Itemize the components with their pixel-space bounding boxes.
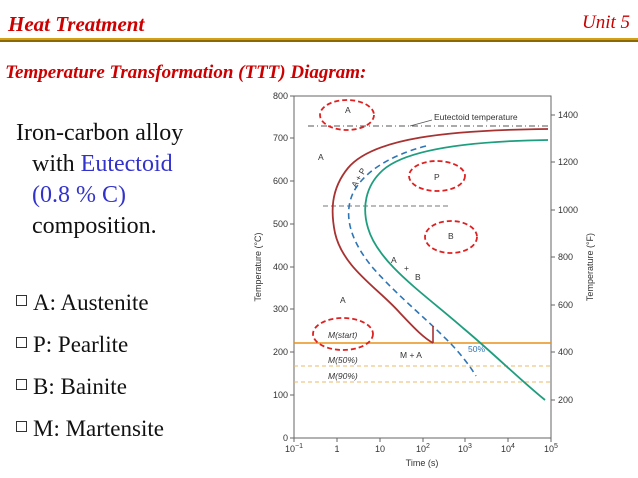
y-tick-label: 600 [558,300,573,310]
square-bullet-icon [16,379,27,390]
square-bullet-icon [16,337,27,348]
bullet-text: A: Austenite [33,290,149,315]
y-tick-label: 1400 [558,110,578,120]
bullet-text: M: Martensite [33,416,164,441]
x-tick-label: 10 [375,444,385,454]
label-a-plus-p: A + P [349,166,368,189]
region-labels: A A A P B A + P A + B M + A 50% M(start)… [318,105,485,381]
ttt-diagram: 0 100 200 300 400 500 600 700 800 Temper… [253,91,595,468]
y-tick-label: 1200 [558,157,578,167]
header-divider [0,38,638,42]
y-tick-label: 400 [273,262,288,272]
y-tick-label: 500 [273,219,288,229]
right-axis-ticks: 200 400 600 800 1000 1200 1400 [551,110,578,405]
label-bainite: B [448,231,454,241]
intro-line-2: with Eutectoid [16,149,226,180]
y-tick-label: 800 [273,91,288,101]
y-tick-label: 0 [283,433,288,443]
label-a-plus-b-a: A [391,255,397,265]
label-m-90: M(90%) [328,371,358,381]
annotation-markers [312,99,478,351]
y-tick-label: 700 [273,133,288,143]
label-m-start: M(start) [328,330,357,340]
bullet-text: P: Pearlite [33,332,129,357]
list-item: M: Martensite [16,408,164,450]
x-tick-label: 10−1 [285,443,303,454]
transformation-finish-curve [364,139,549,401]
marker-circle-austenite [319,99,375,131]
label-a-plus-b-plus: + [404,263,409,273]
header-title: Heat Treatment [8,12,145,36]
intro-line-4: composition. [32,213,157,239]
bullet-text: B: Bainite [33,374,127,399]
intro-line-2-prefix: with [32,151,81,177]
y-tick-label: 800 [558,252,573,262]
x-axis-title: Time (s) [406,458,439,468]
intro-line-1: Iron-carbon alloy [16,120,184,146]
y-tick-label: 600 [273,176,288,186]
list-item: B: Bainite [16,366,164,408]
x-axis-ticks: 10−1 1 10 102 103 104 105 [285,438,558,454]
x-tick-label: 105 [544,443,558,454]
label-m-50: M(50%) [328,355,358,365]
list-item: P: Pearlite [16,324,164,366]
marker-circle-bainite [424,220,478,254]
marker-circle-pearlite [408,160,466,192]
left-axis-ticks: 0 100 200 300 400 500 600 700 800 [273,91,294,443]
intro-text: Iron-carbon alloy with Eutectoid (0.8 % … [16,118,226,242]
label-a-plus-b-b: B [415,272,421,282]
x-tick-label: 1 [334,444,339,454]
square-bullet-icon [16,295,27,306]
label-austenite-top: A [345,105,351,115]
x-tick-label: 104 [501,443,515,454]
x-tick-label: 103 [458,443,472,454]
list-item: A: Austenite [16,282,164,324]
y-tick-label: 300 [273,304,288,314]
label-fifty-percent: 50% [468,344,485,354]
y-tick-label: 200 [558,395,573,405]
slide-subtitle: e Temperature Transformation (TTT) Diagr… [0,62,367,83]
fifty-percent-curve [347,145,477,377]
x-tick-label: 102 [416,443,430,454]
label-pearlite: P [434,172,440,182]
phase-legend-list: A: Austenite P: Pearlite B: Bainite M: M… [16,282,164,450]
y-tick-label: 200 [273,347,288,357]
y-tick-label: 1000 [558,205,578,215]
intro-line-3: (0.8 % C) [32,182,126,208]
label-austenite-left: A [318,152,324,162]
eutectoid-pointer-icon [409,119,433,127]
y-tick-label: 400 [558,347,573,357]
y-axis-right-title: Temperature (°F) [585,233,595,301]
unit-label: Unit 5 [581,12,630,33]
square-bullet-icon [16,421,27,432]
transformation-start-curve [331,128,549,344]
label-austenite-bottom: A [340,295,346,305]
eutectoid-label: Eutectoid temperature [434,112,518,122]
y-tick-label: 100 [273,390,288,400]
marker-circle-martensite [312,317,374,351]
label-m-plus-a: M + A [400,350,422,360]
intro-eutectoid-highlight: Eutectoid [80,151,173,177]
y-axis-left-title: Temperature (°C) [253,232,263,301]
